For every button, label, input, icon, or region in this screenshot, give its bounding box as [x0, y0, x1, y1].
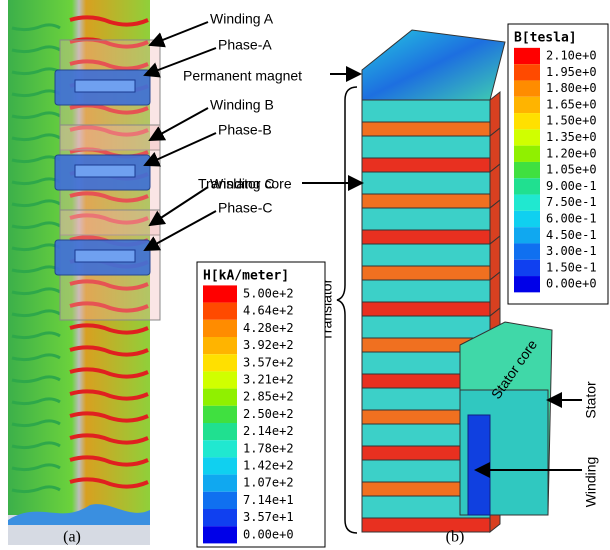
legend-label: 2.85e+2	[243, 390, 294, 404]
annotation: Winding B	[210, 97, 274, 113]
winding-hole	[75, 80, 135, 92]
winding-hole	[75, 250, 135, 262]
legend-title: H[kA/meter]	[203, 269, 289, 284]
caption: (b)	[446, 529, 465, 546]
legend-swatch	[514, 129, 540, 145]
winding-hole	[75, 165, 135, 177]
legend-swatch	[514, 276, 540, 292]
annotation: Permanent magnet	[183, 68, 302, 84]
legend-label: 1.65e+0	[546, 97, 597, 111]
legend-label: 3.57e+1	[243, 510, 294, 524]
legend-swatch	[514, 162, 540, 178]
legend-swatch	[203, 337, 237, 354]
translator-core	[362, 316, 490, 338]
legend: B[tesla] 2.10e+0 1.95e+0 1.80e+0 1.65e+0 1.50…	[508, 24, 608, 304]
legend-label: 2.50e+2	[243, 407, 294, 421]
legend-swatch	[203, 303, 237, 320]
annotation: Stator	[583, 381, 599, 419]
magnet-layer	[362, 194, 490, 208]
arrow	[150, 22, 208, 45]
legend-label: 1.80e+0	[546, 81, 597, 95]
legend-label: 6.00e-1	[546, 212, 597, 226]
legend-label: 0.00e+0	[243, 527, 294, 541]
legend-label: 7.14e+1	[243, 493, 294, 507]
annotation: Winding	[583, 457, 599, 508]
translator-core	[362, 136, 490, 158]
legend-label: 2.10e+0	[546, 49, 597, 63]
legend: H[kA/meter] 5.00e+2 4.64e+2 4.28e+2 3.92e+2 3…	[197, 262, 325, 547]
legend-title: B[tesla]	[514, 31, 577, 46]
translator-core	[362, 100, 490, 122]
caption: (a)	[63, 529, 81, 546]
legend-swatch	[203, 371, 237, 388]
legend-label: 3.21e+2	[243, 373, 294, 387]
magnet-layer	[362, 266, 490, 280]
legend-swatch	[514, 64, 540, 80]
legend-label: 1.78e+2	[243, 441, 294, 455]
legend-label: 0.00e+0	[546, 277, 597, 291]
magnet-layer	[362, 518, 490, 532]
legend-swatch	[514, 97, 540, 113]
legend-swatch	[514, 178, 540, 194]
legend-swatch	[203, 285, 237, 302]
legend-label: 1.05e+0	[546, 163, 597, 177]
legend-swatch	[203, 492, 237, 509]
legend-swatch	[203, 320, 237, 337]
legend-swatch	[514, 243, 540, 259]
panel-a-drawing	[8, 0, 160, 545]
annotation: Translator core	[198, 176, 292, 192]
legend-label: 4.28e+2	[243, 321, 294, 335]
brace	[337, 87, 357, 533]
legend-label: 1.07e+2	[243, 476, 294, 490]
translator-core	[362, 244, 490, 266]
legend-label: 2.14e+2	[243, 424, 294, 438]
legend-swatch	[203, 354, 237, 371]
magnet-layer	[362, 230, 490, 244]
legend-swatch	[203, 406, 237, 423]
legend-label: 1.20e+0	[546, 146, 597, 160]
figure: Winding A Phase-A Winding B Phase-B Wind…	[0, 0, 610, 550]
annotation: Phase-A	[218, 37, 272, 53]
translator-core	[362, 280, 490, 302]
legend-label: 4.64e+2	[243, 304, 294, 318]
legend-label: 1.95e+0	[546, 65, 597, 79]
annotation: Phase-B	[218, 122, 272, 138]
legend-swatch	[203, 475, 237, 492]
legend-swatch	[514, 211, 540, 227]
legend-swatch	[514, 260, 540, 276]
legend-label: 1.42e+2	[243, 459, 294, 473]
magnet-layer	[362, 122, 490, 136]
legend-label: 3.57e+2	[243, 355, 294, 369]
legend-label: 1.50e-1	[546, 260, 597, 274]
magnet-layer	[362, 302, 490, 316]
legend-label: 7.50e-1	[546, 195, 597, 209]
legend-swatch	[203, 457, 237, 474]
legend-label: 4.50e-1	[546, 228, 597, 242]
legend-swatch	[514, 48, 540, 64]
translator-core	[362, 208, 490, 230]
legend-swatch	[203, 509, 237, 526]
annotation: Winding A	[210, 11, 274, 27]
legend-label: 3.00e-1	[546, 244, 597, 258]
legend-swatch	[203, 389, 237, 406]
annotation: Phase-C	[218, 200, 272, 216]
legend-swatch	[514, 195, 540, 211]
legend-label: 1.35e+0	[546, 130, 597, 144]
translator-core	[362, 172, 490, 194]
winding	[468, 415, 490, 515]
legend-label: 5.00e+2	[243, 287, 294, 301]
legend-label: 1.50e+0	[546, 114, 597, 128]
legend-label: 9.00e-1	[546, 179, 597, 193]
legend-swatch	[514, 113, 540, 129]
legend-swatch	[514, 227, 540, 243]
legend-swatch	[203, 423, 237, 440]
magnet-layer	[362, 158, 490, 172]
legend-swatch	[203, 440, 237, 457]
legend-swatch	[514, 80, 540, 96]
legend-swatch	[203, 526, 237, 543]
legend-swatch	[514, 146, 540, 162]
legend-label: 3.92e+2	[243, 338, 294, 352]
